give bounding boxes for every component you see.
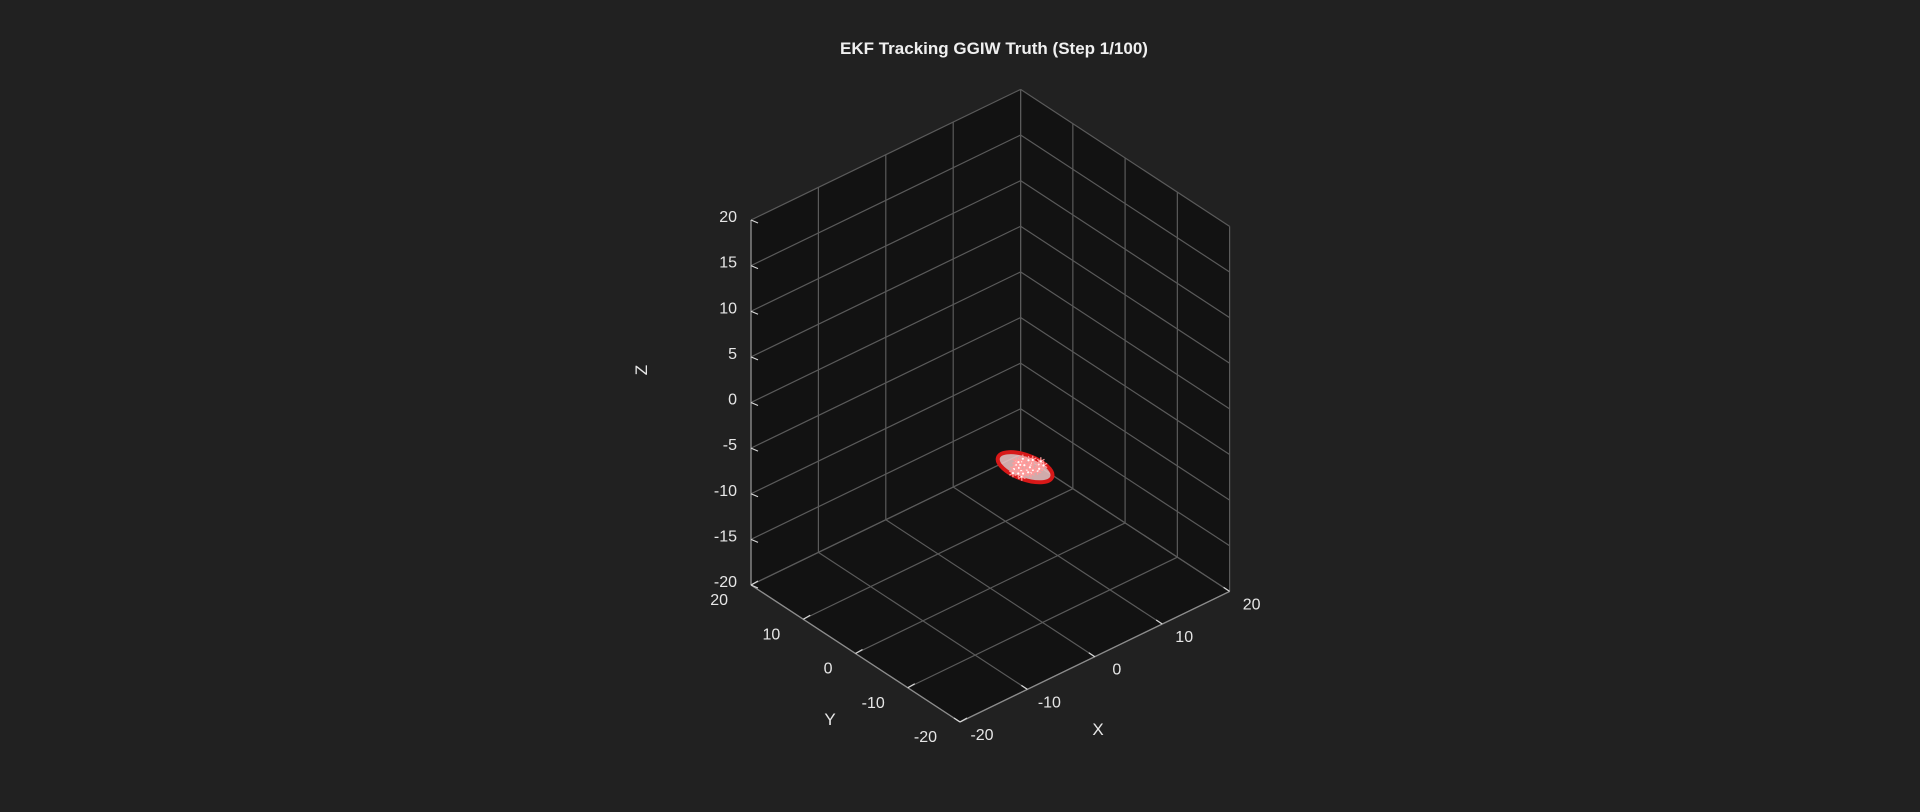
z-tick	[750, 356, 759, 361]
z-tick-label: 0	[728, 392, 737, 409]
grid-line-z-left	[750, 271, 1021, 404]
x-tick-label: 20	[1243, 596, 1261, 613]
z-tick-label: -15	[714, 528, 737, 545]
data-layer	[995, 450, 1055, 485]
x-axis-label: X	[1092, 720, 1103, 739]
x-tick-label: 10	[1175, 629, 1193, 646]
axes-panes	[751, 89, 1230, 722]
x-tick-label: -10	[1038, 694, 1061, 711]
y-tick-label: 10	[762, 626, 780, 643]
y-tick	[855, 648, 863, 655]
grid-line-z-right	[1020, 88, 1230, 227]
grid-line-z-right	[1020, 317, 1230, 456]
grid-line-z-right	[1020, 134, 1230, 273]
z-tick	[750, 584, 759, 589]
y-tick	[802, 614, 811, 620]
y-axis-label: Y	[824, 710, 835, 729]
z-tick	[750, 401, 759, 407]
chart-title: EKF Tracking GGIW Truth (Step 1/100)	[840, 39, 1148, 58]
grid-line-z-left	[750, 316, 1021, 449]
z-axis-label: Z	[632, 365, 651, 375]
data-point	[1014, 457, 1023, 467]
grid-line-z-right	[1020, 408, 1230, 547]
grid-line-z-left	[750, 453, 1021, 586]
grid-lines	[750, 88, 1231, 723]
grid-line-y-floor	[802, 488, 1074, 620]
z-tick-label: -5	[723, 437, 737, 454]
y-tick	[750, 580, 759, 586]
grid-line-z-left	[750, 408, 1021, 540]
grid-line-z-right	[1020, 362, 1230, 501]
data-point	[1014, 469, 1023, 478]
grid-line-y-floor	[907, 556, 1178, 689]
x-tick-label: -20	[970, 727, 993, 744]
z-tick	[750, 310, 759, 315]
z-tick-label: 20	[719, 209, 737, 226]
z-tick	[750, 493, 759, 498]
grid-line-z-right	[1020, 225, 1230, 364]
x-tick	[1223, 586, 1230, 592]
y-tick-label: 20	[710, 592, 728, 609]
z-tick	[750, 538, 759, 543]
data-point	[1025, 463, 1034, 472]
data-point	[1018, 454, 1027, 464]
z-tick-label: -10	[714, 483, 737, 500]
grid-line-z-left	[750, 88, 1021, 221]
y-tick-label: -20	[914, 729, 937, 746]
x-tick	[953, 717, 961, 723]
x-tick	[1088, 652, 1096, 658]
data-point	[1039, 461, 1048, 470]
tick-labels: -20-1001020-20-1001020-20-15-10-50510152…	[710, 209, 1260, 746]
z-tick-label: 15	[719, 255, 737, 272]
grid-line-y-floor	[855, 522, 1126, 655]
data-point	[1024, 456, 1033, 465]
z-tick-label: -20	[714, 574, 737, 591]
z-tick-label: 5	[728, 346, 737, 363]
y-tick	[959, 717, 968, 723]
z-tick	[750, 265, 759, 270]
x-tick-label: 0	[1112, 662, 1121, 679]
data-point	[1024, 468, 1033, 477]
y-tick-label: 0	[824, 661, 833, 678]
grid-line-z-right	[1020, 180, 1230, 319]
grid-line-z-left	[750, 225, 1021, 358]
z-tick	[750, 219, 759, 224]
y-tick-label: -10	[862, 695, 885, 712]
grid-line-z-right	[1020, 453, 1230, 592]
data-point	[1035, 464, 1044, 473]
grid-line-z-left	[750, 134, 1021, 267]
extent-ellipse	[995, 450, 1055, 485]
grid-line-z-right	[1020, 271, 1230, 410]
tick-marks	[750, 219, 1230, 723]
x-tick	[1155, 619, 1163, 625]
z-tick	[750, 447, 759, 452]
grid-line-z-left	[750, 180, 1021, 312]
z-tick-label: 10	[719, 300, 737, 317]
y-tick	[907, 683, 916, 689]
x-tick	[1021, 684, 1028, 690]
grid-line-z-left	[750, 362, 1021, 495]
